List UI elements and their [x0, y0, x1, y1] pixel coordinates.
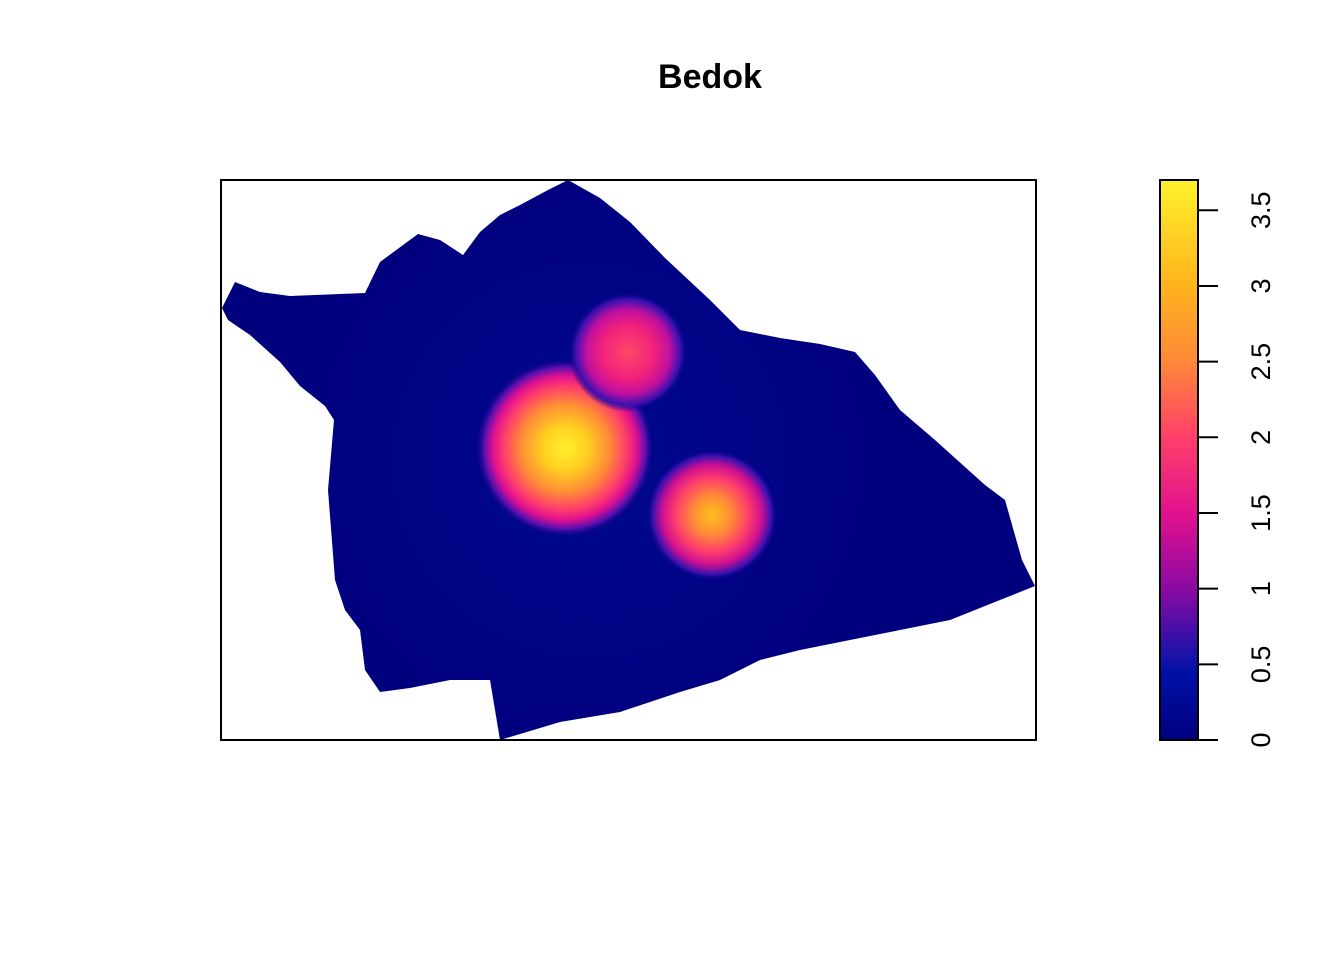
colorbar-tick-label: 2 [1246, 430, 1276, 445]
hotspot-east [646, 449, 778, 581]
colorbar-tick-label: 0 [1246, 732, 1276, 747]
hotspot-north [568, 292, 688, 412]
colorbar-tick-label: 2.5 [1246, 343, 1276, 381]
colorbar-tick-label: 0.5 [1246, 646, 1276, 684]
plot-frame [220, 179, 1037, 741]
colorbar-tick-label: 1 [1246, 581, 1276, 596]
colorbar-ticks: 0 0.5 1 1.5 2 2.5 3 3.5 [1198, 191, 1276, 748]
colorbar-tick-label: 1.5 [1246, 494, 1276, 532]
colorbar [1159, 179, 1199, 741]
colorbar-legend: 0 0.5 1 1.5 2 2.5 3 3.5 [1159, 179, 1276, 748]
colorbar-tick-label: 3 [1246, 278, 1276, 293]
density-raster [222, 180, 1035, 740]
colorbar-tick-label: 3.5 [1246, 191, 1276, 229]
page-title: Bedok [658, 58, 762, 96]
